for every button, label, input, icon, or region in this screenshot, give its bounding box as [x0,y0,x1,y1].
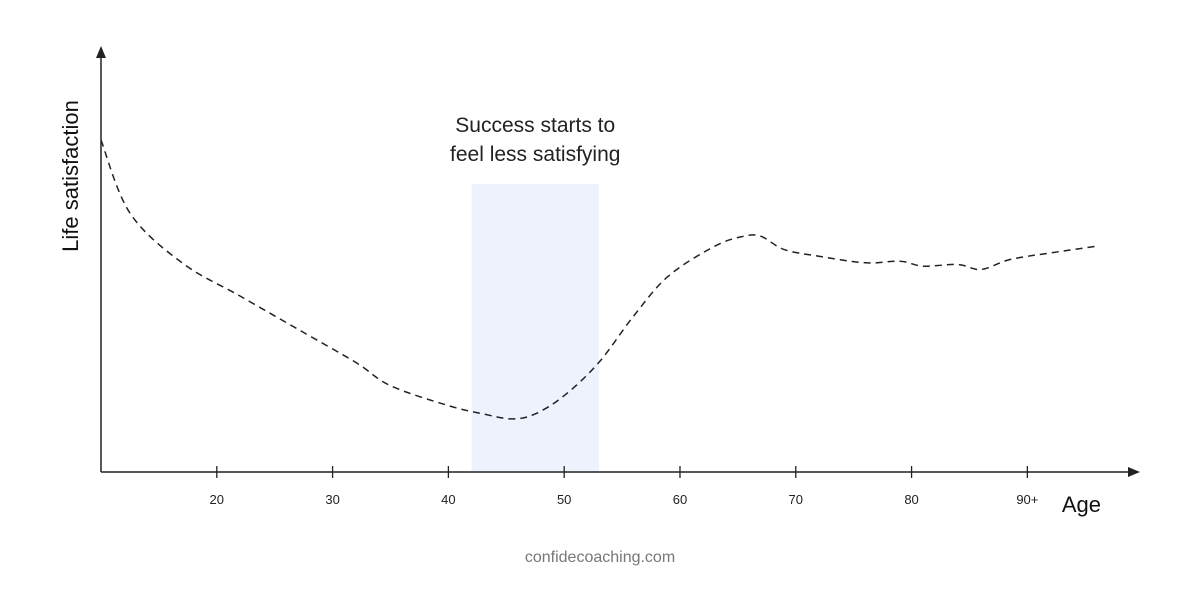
x-tick-label: 40 [441,492,455,507]
band-annotation: Success starts to feel less satisfying [450,114,620,166]
x-axis-title: Age [1062,492,1101,517]
annotation-line-1: Success starts to [455,114,615,137]
y-axis-title: Life satisfaction [58,100,83,252]
x-tick-label: 80 [904,492,918,507]
annotation-line-2: feel less satisfying [450,143,620,166]
x-tick-label: 90+ [1016,492,1038,507]
x-ticks: 20 30 40 50 60 70 80 90+ [210,466,1038,507]
x-tick-label: 70 [789,492,803,507]
series-line-life-satisfaction [100,139,1097,420]
footer-source-text: confidecoaching.com [525,549,675,566]
x-tick-label: 60 [673,492,687,507]
x-tick-label: 50 [557,492,571,507]
x-tick-label: 30 [325,492,339,507]
y-axis-arrow [96,46,106,58]
x-tick-label: 20 [210,492,224,507]
x-axis-arrow [1128,467,1140,477]
highlight-band [471,184,599,472]
